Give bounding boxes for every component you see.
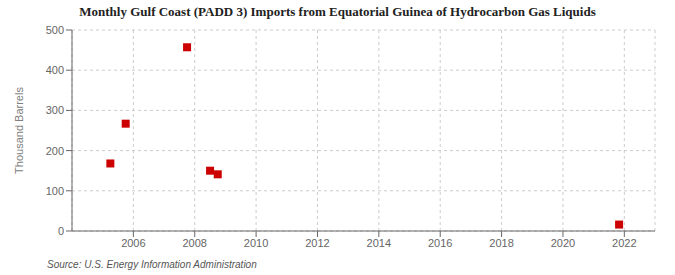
svg-text:500: 500 bbox=[46, 24, 64, 36]
svg-text:2018: 2018 bbox=[489, 237, 513, 249]
svg-text:100: 100 bbox=[46, 185, 64, 197]
html-text:Monthly Gulf Coast (PADD 3) Im: Monthly Gulf Coast (PADD 3) Imports from… bbox=[79, 4, 596, 19]
svg-text:0: 0 bbox=[58, 225, 64, 237]
svg-text:2008: 2008 bbox=[182, 237, 206, 249]
html-text:Source: U.S. Energy Informatio: Source: U.S. Energy Information Administ… bbox=[47, 259, 257, 270]
svg-text:Thousand Barrels: Thousand Barrels bbox=[13, 87, 25, 174]
svg-text:2020: 2020 bbox=[551, 237, 575, 249]
svg-text:400: 400 bbox=[46, 64, 64, 76]
svg-text:2022: 2022 bbox=[612, 237, 636, 249]
svg-text:2006: 2006 bbox=[121, 237, 145, 249]
svg-text:2010: 2010 bbox=[244, 237, 268, 249]
svg-text:2016: 2016 bbox=[428, 237, 452, 249]
svg-text:200: 200 bbox=[46, 145, 64, 157]
svg-text:2014: 2014 bbox=[367, 237, 391, 249]
svg-text:300: 300 bbox=[46, 104, 64, 116]
svg-text:2012: 2012 bbox=[305, 237, 329, 249]
